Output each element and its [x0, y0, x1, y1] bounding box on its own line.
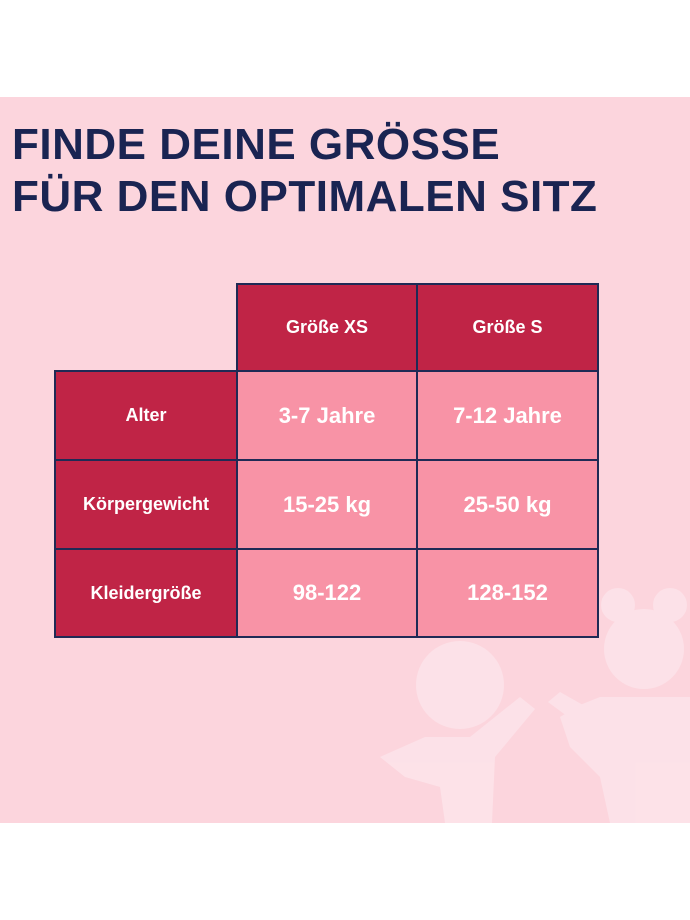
grid-line	[54, 548, 599, 550]
grid-line	[54, 459, 599, 461]
cell-koerpergewicht-s: 25-50 kg	[417, 460, 598, 549]
row-label-koerpergewicht: Körpergewicht	[55, 460, 237, 549]
cell-alter-s: 7-12 Jahre	[417, 371, 598, 460]
grid-line	[54, 370, 599, 372]
children-silhouette-icon	[380, 588, 690, 823]
headline-line-2: FÜR DEN OPTIMALEN SITZ	[12, 172, 598, 221]
size-guide-panel: FINDE DEINE GRÖSSE FÜR DEN OPTIMALEN SIT…	[0, 97, 690, 823]
column-header-xs: Größe XS	[237, 284, 417, 371]
row-label-alter: Alter	[55, 371, 237, 460]
row-label-kleidergroesse: Kleidergröße	[55, 549, 237, 637]
headline: FINDE DEINE GRÖSSE FÜR DEN OPTIMALEN SIT…	[12, 119, 597, 223]
grid-line	[54, 636, 599, 638]
grid-line	[54, 370, 56, 638]
headline-line-1: FINDE DEINE GRÖSSE	[12, 120, 501, 169]
cell-kleidergroesse-xs: 98-122	[237, 549, 417, 637]
grid-line	[416, 283, 418, 638]
cell-koerpergewicht-xs: 15-25 kg	[237, 460, 417, 549]
cell-alter-xs: 3-7 Jahre	[237, 371, 417, 460]
grid-line	[236, 283, 238, 638]
cell-kleidergroesse-s: 128-152	[417, 549, 598, 637]
column-header-s: Größe S	[417, 284, 598, 371]
grid-line	[597, 283, 599, 638]
